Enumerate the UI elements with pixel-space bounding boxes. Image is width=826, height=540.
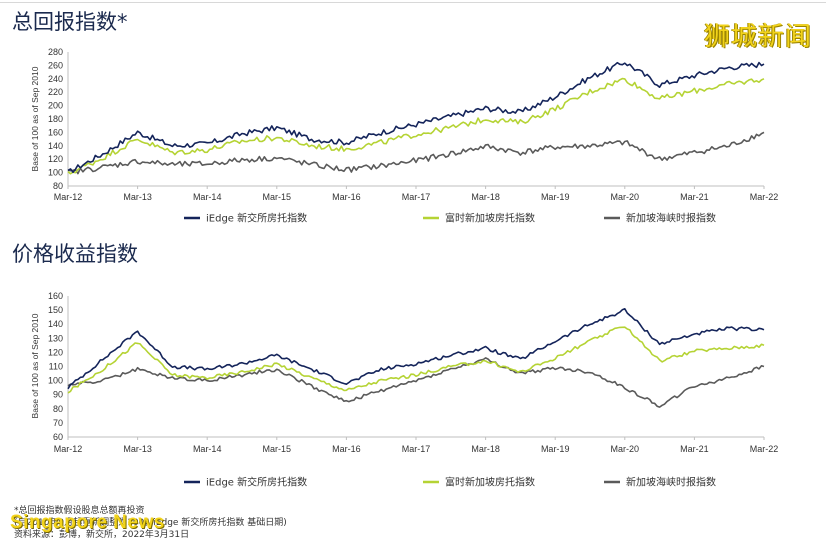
y-tick-label: 100 xyxy=(48,168,63,178)
y-tick-label: 160 xyxy=(48,291,63,301)
legend-label-iedge: iEdge 新交所房托指数 xyxy=(206,476,307,489)
x-tick-label: Mar-12 xyxy=(54,444,83,454)
x-tick-label: Mar-19 xyxy=(541,444,570,454)
y-axis-label: Base of 100 as of Sep 2010 xyxy=(30,66,40,171)
legend-label-ft_st: 新加坡海峡时报指数 xyxy=(626,212,716,225)
footnote-3: 资料来源：彭博，新交所，2022年3月31日 xyxy=(14,530,190,540)
legend-label-ft_sreit: 富时新加坡房托指数 xyxy=(445,476,535,489)
y-tick-label: 160 xyxy=(48,127,63,137)
x-tick-label: Mar-12 xyxy=(54,192,83,202)
x-tick-label: Mar-20 xyxy=(611,444,640,454)
top-divider xyxy=(0,2,826,3)
y-tick-label: 130 xyxy=(48,333,63,343)
y-tick-label: 200 xyxy=(48,101,63,111)
legend-label-ft_sreit: 富时新加坡房托指数 xyxy=(445,212,535,225)
x-tick-label: Mar-17 xyxy=(402,444,431,454)
x-tick-label: Mar-19 xyxy=(541,192,570,202)
x-tick-label: Mar-22 xyxy=(750,444,779,454)
chart-2-title: 价格收益指数 xyxy=(12,242,138,266)
chart-1-title: 总回报指数* xyxy=(12,10,128,34)
legend-label-ft_st: 新加坡海峡时报指数 xyxy=(626,476,716,489)
series-line-ft_sreit xyxy=(67,77,765,175)
y-tick-label: 120 xyxy=(48,154,63,164)
x-tick-label: Mar-17 xyxy=(402,192,431,202)
y-tick-label: 260 xyxy=(48,60,63,70)
y-tick-label: 220 xyxy=(48,87,63,97)
y-tick-label: 100 xyxy=(48,376,63,386)
y-tick-label: 140 xyxy=(48,319,63,329)
series-line-iedge xyxy=(67,308,765,390)
price-return-chart: 60 70 80 90 100 110 120 130 140 150 160 Mar-12 Mar-1… xyxy=(30,291,779,489)
y-tick-label: 70 xyxy=(53,418,63,428)
y-tick-label: 80 xyxy=(53,404,63,414)
x-tick-label: Mar-14 xyxy=(193,444,222,454)
x-tick-label: Mar-18 xyxy=(471,444,500,454)
x-tick-label: Mar-18 xyxy=(471,192,500,202)
x-tick-label: Mar-15 xyxy=(263,444,292,454)
series-line-iedge xyxy=(67,61,765,174)
legend-label-iedge: iEdge 新交所房托指数 xyxy=(206,212,307,225)
series-line-ft_st xyxy=(67,357,765,408)
x-tick-label: Mar-21 xyxy=(680,192,709,202)
x-tick-label: Mar-20 xyxy=(611,192,640,202)
series-line-ft_sreit xyxy=(67,326,765,394)
y-tick-label: 90 xyxy=(53,390,63,400)
y-tick-label: 180 xyxy=(48,114,63,124)
footnote-2: (自2010年9月起重新调整为100，iEdge 新交所房托指数 基础日期) xyxy=(14,518,287,528)
y-tick-label: 120 xyxy=(48,347,63,357)
x-tick-label: Mar-16 xyxy=(332,444,361,454)
brand-watermark: Singapore News xyxy=(10,512,165,533)
x-tick-label: Mar-16 xyxy=(332,192,361,202)
x-tick-label: Mar-21 xyxy=(680,444,709,454)
x-tick-label: Mar-15 xyxy=(263,192,292,202)
x-tick-label: Mar-13 xyxy=(123,192,152,202)
series-line-ft_st xyxy=(67,131,765,175)
y-tick-label: 110 xyxy=(49,362,63,372)
y-axis-label: Base of 100 as of Sep 2010 xyxy=(30,313,40,418)
total-return-chart: 80 100 120 140 160 180 200 220 240 260 280 Mar-12 Ma… xyxy=(30,47,779,225)
y-tick-label: 80 xyxy=(53,181,63,191)
y-tick-label: 140 xyxy=(48,141,63,151)
footnote-1: *总回报指数假设股息总额再投资 xyxy=(14,506,145,516)
watermark-logo: 狮城新闻 xyxy=(703,22,812,52)
x-tick-label: Mar-14 xyxy=(193,192,222,202)
y-tick-label: 280 xyxy=(48,47,63,57)
x-tick-label: Mar-22 xyxy=(750,192,779,202)
y-tick-label: 60 xyxy=(53,432,63,442)
x-tick-label: Mar-13 xyxy=(123,444,152,454)
y-tick-label: 150 xyxy=(48,305,63,315)
y-tick-label: 240 xyxy=(48,74,63,84)
